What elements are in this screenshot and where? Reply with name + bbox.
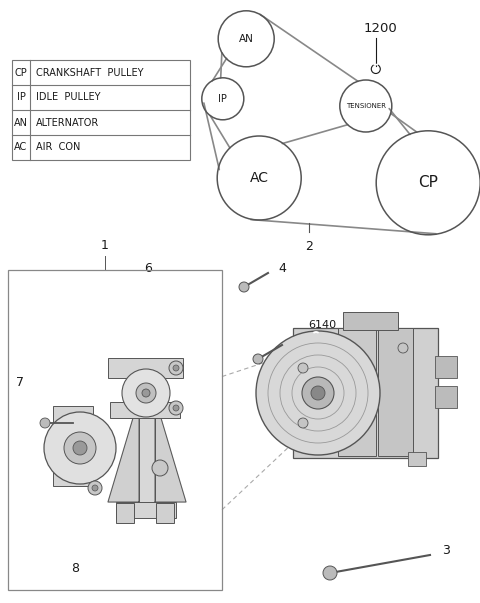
Text: 8: 8 [71,562,79,575]
Text: 4: 4 [278,262,286,276]
Bar [378,328,413,456]
Circle shape [298,363,308,373]
Polygon shape [155,398,186,502]
Circle shape [302,377,334,409]
Circle shape [173,405,179,411]
Text: IP: IP [17,92,25,103]
Circle shape [256,331,380,455]
Bar [110,402,180,418]
Bar [293,328,438,458]
Text: 5: 5 [292,338,300,352]
Bar [108,358,183,378]
Circle shape [44,412,116,484]
Circle shape [88,481,102,495]
Text: CRANKSHAFT  PULLEY: CRANKSHAFT PULLEY [36,68,144,78]
Circle shape [65,423,75,433]
Circle shape [323,566,337,580]
Bar [8,270,222,590]
Text: CP: CP [418,175,438,191]
Bar [116,502,176,518]
Text: 1: 1 [101,239,109,252]
Text: IDLE  PULLEY: IDLE PULLEY [36,92,100,103]
Text: AIR  CON: AIR CON [36,142,80,153]
Circle shape [398,343,408,353]
Circle shape [64,432,96,464]
Bar [156,503,174,523]
Text: 3: 3 [442,543,450,557]
Circle shape [239,282,249,292]
Bar [12,60,190,160]
Bar [116,503,134,523]
Circle shape [136,383,156,403]
Circle shape [142,389,150,397]
Text: 6140: 6140 [308,320,336,330]
Bar [435,356,457,378]
Text: 6: 6 [144,262,152,275]
Bar [343,312,398,330]
Text: TENSIONER: TENSIONER [346,103,386,109]
Bar [139,372,155,502]
Circle shape [311,386,325,400]
Text: AC: AC [14,142,28,153]
Circle shape [73,441,87,455]
Polygon shape [108,398,139,502]
Circle shape [152,460,168,476]
Circle shape [173,365,179,371]
Text: ALTERNATOR: ALTERNATOR [36,118,99,127]
Text: AN: AN [239,34,253,44]
Circle shape [40,418,50,428]
Circle shape [298,418,308,428]
Circle shape [122,369,170,417]
Text: AC: AC [250,171,269,185]
Bar [283,388,298,418]
Bar [338,328,376,456]
Bar [408,452,426,466]
Bar [53,406,93,486]
Text: 1200: 1200 [364,22,397,35]
Circle shape [65,458,75,468]
Circle shape [169,361,183,375]
Circle shape [92,485,98,491]
Text: 7: 7 [16,376,24,390]
Bar [435,386,457,408]
Text: AN: AN [14,118,28,127]
Text: CP: CP [14,68,27,78]
Circle shape [253,354,263,364]
Circle shape [169,401,183,415]
Text: IP: IP [218,94,227,104]
Text: 2: 2 [305,240,313,253]
